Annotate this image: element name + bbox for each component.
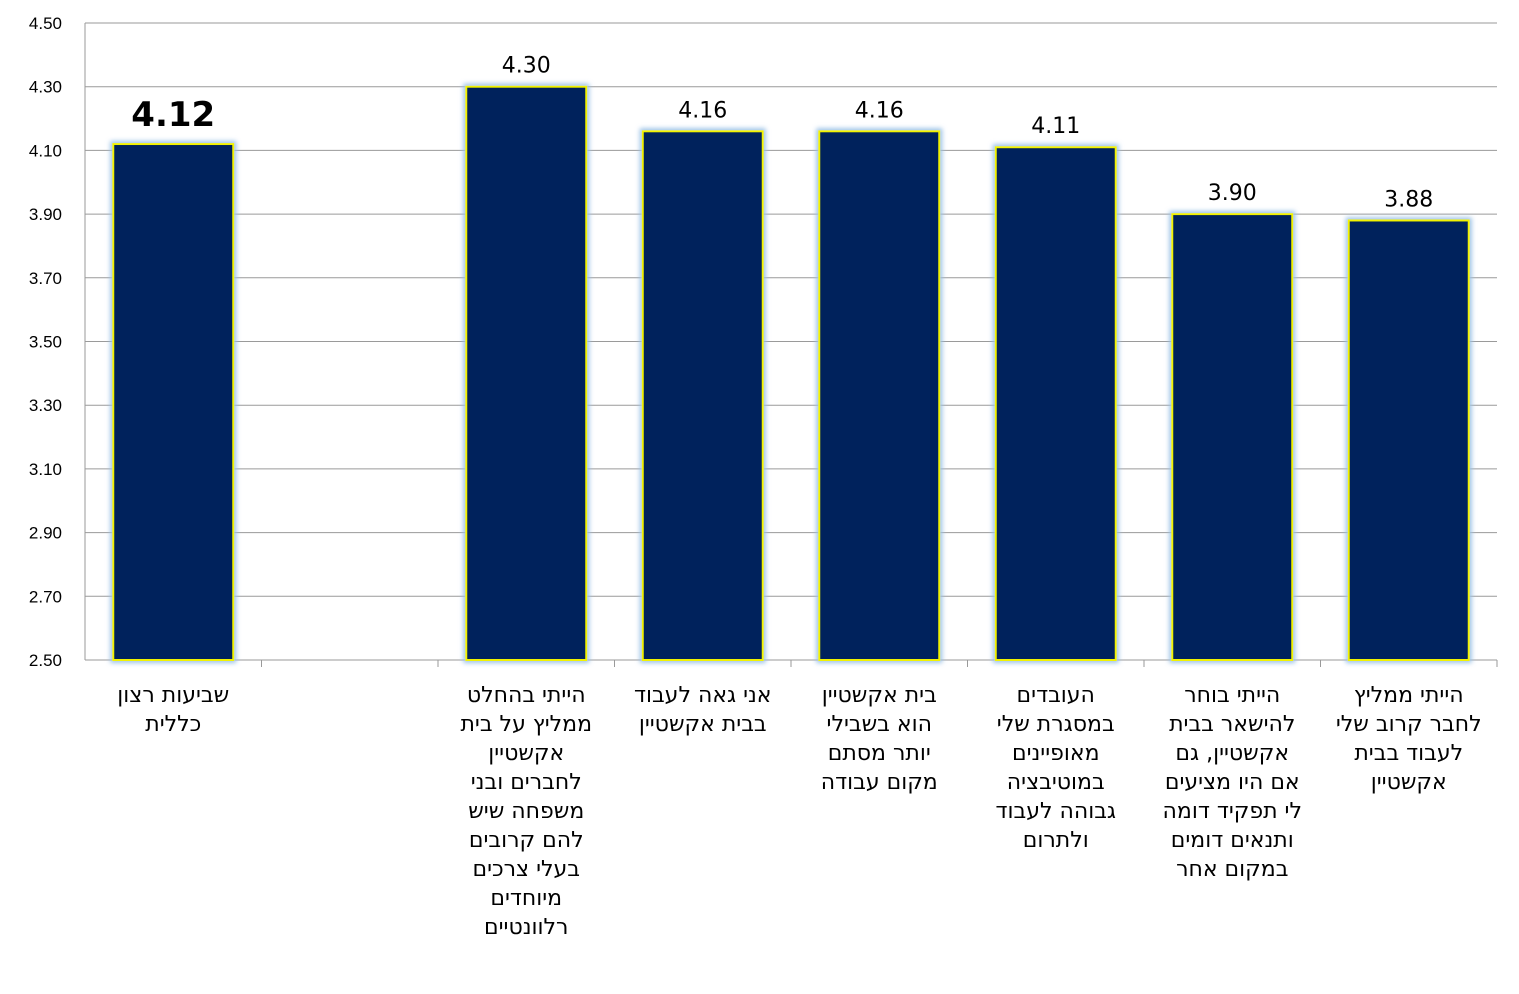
- bar: [818, 130, 941, 662]
- x-tick-label: הייתי בהחלט ממליץ על בית אקשטיין לחברים …: [460, 683, 593, 940]
- data-label: 4.16: [855, 98, 904, 123]
- y-tick-label: 2.90: [29, 524, 62, 543]
- x-tick-label: הייתי בוחר להישאר בבית אקשטיין, גם אם הי…: [1162, 683, 1302, 882]
- bar: [1347, 219, 1470, 661]
- data-label: 4.16: [678, 98, 727, 123]
- gridlines: [85, 22, 1497, 661]
- x-tick-label: העובדים במסגרת שלי מאופיינים במוטיבציה ג…: [995, 683, 1117, 853]
- bar: [112, 143, 235, 661]
- y-tick-labels: 2.50 2.70 2.90 3.10 3.30 3.50 3.70 3.90 4.10 4.30…: [29, 14, 62, 670]
- y-tick-label: 3.50: [29, 333, 62, 352]
- data-label: 4.30: [502, 54, 551, 79]
- x-tick-label: אני גאה לעבוד בבית אקשטיין: [633, 683, 772, 737]
- data-labels: 4.12 4.30 4.16 4.16 4.11 3.90 3.88: [131, 54, 1433, 213]
- y-tick-label: 4.50: [29, 14, 62, 33]
- x-tick-label: שביעות רצון כללית: [117, 683, 230, 737]
- y-tick-label: 4.10: [29, 141, 62, 160]
- bar: [1171, 213, 1294, 661]
- bar: [994, 146, 1117, 661]
- data-label: 4.12: [131, 95, 215, 135]
- x-tick-label: בית אקשטיין הוא בשבילי יותר מסתם מקום עב…: [820, 683, 938, 795]
- data-label: 3.90: [1208, 181, 1257, 206]
- y-tick-label: 2.50: [29, 651, 62, 670]
- y-tick-label: 3.30: [29, 396, 62, 415]
- y-tick-label: 2.70: [29, 587, 62, 606]
- bar: [465, 85, 588, 661]
- bars: [112, 85, 1470, 662]
- y-tick-label: 3.70: [29, 269, 62, 288]
- y-tick-label: 3.10: [29, 460, 62, 479]
- bar: [641, 130, 764, 662]
- y-tick-label: 3.90: [29, 205, 62, 224]
- data-label: 4.11: [1031, 114, 1080, 139]
- data-label: 3.88: [1384, 187, 1433, 212]
- x-tick-label: הייתי ממליץ לחבר קרוב שלי לעבוד בבית אקש…: [1335, 683, 1482, 795]
- y-tick-label: 4.30: [29, 78, 62, 97]
